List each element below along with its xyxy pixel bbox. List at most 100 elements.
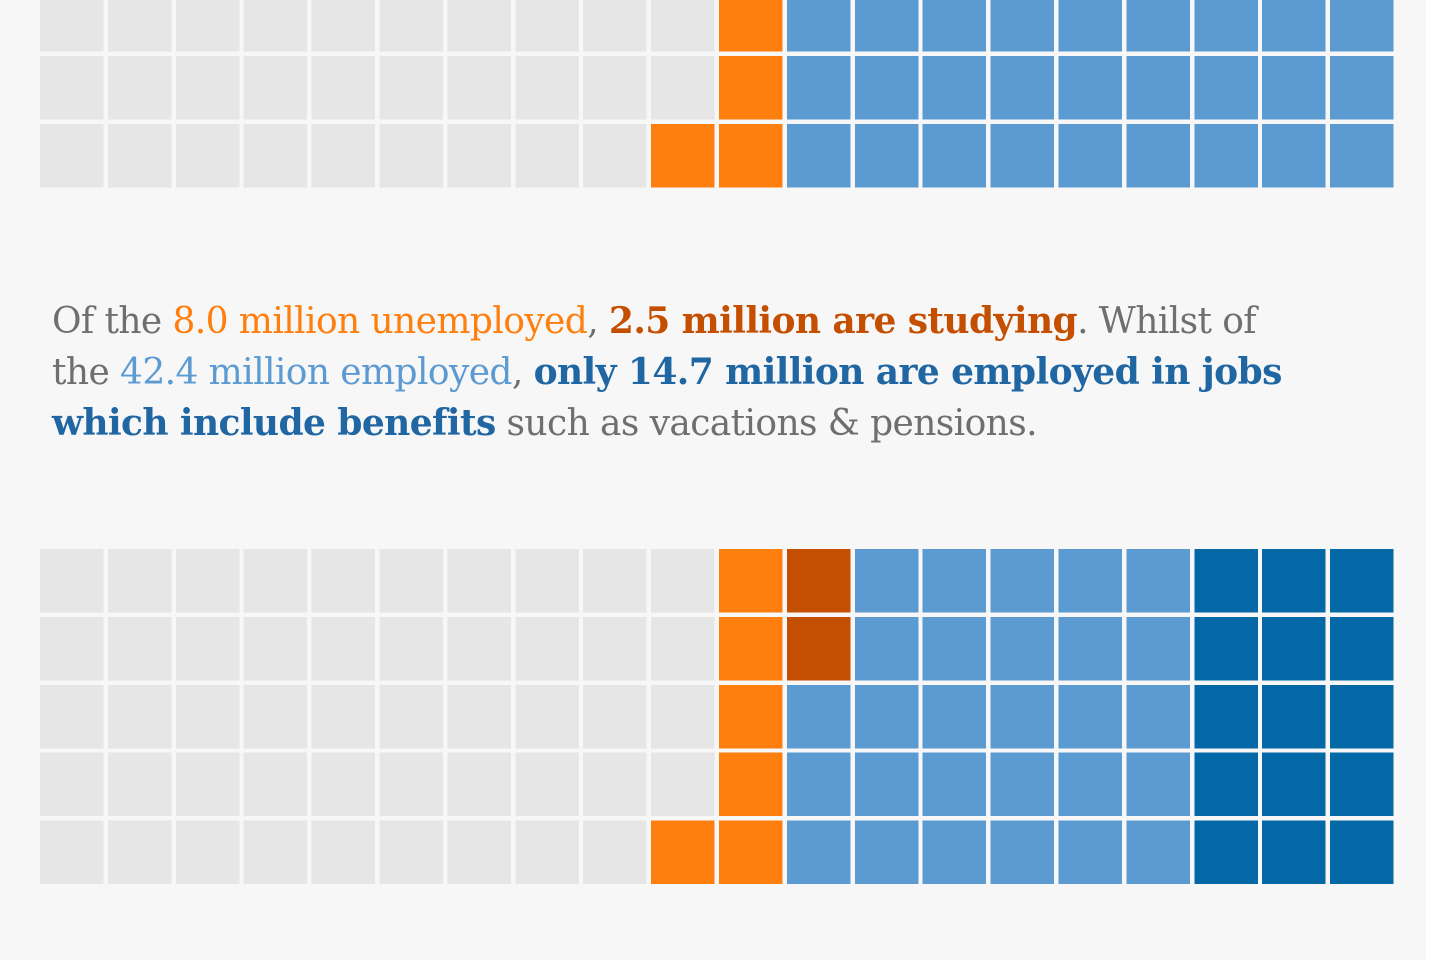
waffle-cell-employed — [1058, 820, 1122, 885]
waffle-cell-empty — [107, 616, 172, 681]
waffle-cell-unemployed — [719, 55, 783, 120]
waffle-cell-empty — [515, 616, 579, 681]
waffle-cell-unemployed — [651, 123, 715, 188]
waffle-cell-empty — [379, 616, 443, 681]
caption: Of the 8.0 million unemployed, 2.5 milli… — [52, 296, 1412, 449]
waffle-cell-empty — [515, 820, 579, 885]
waffle-cell-employed — [854, 616, 919, 681]
waffle-cell-employed — [854, 55, 919, 120]
waffle-cell-empty — [515, 0, 579, 52]
waffle-cell-empty — [107, 684, 172, 749]
caption-text: Of the — [52, 301, 173, 342]
caption-employed: 42.4 million employed — [120, 352, 512, 393]
waffle-cell-employed — [990, 684, 1055, 749]
caption-line-2: the 42.4 million employed, only 14.7 mil… — [52, 347, 1412, 398]
waffle-cell-unemployed — [719, 616, 783, 681]
waffle-cell-employed — [922, 0, 987, 52]
waffle-cell-empty — [243, 616, 308, 681]
waffle-cell-benefits — [1194, 549, 1258, 613]
waffle-cell-empty — [311, 820, 376, 885]
waffle-cell-empty — [379, 55, 443, 120]
waffle-cell-employed — [922, 820, 987, 885]
waffle-cell-employed — [1058, 684, 1122, 749]
waffle-cell-employed — [922, 616, 987, 681]
waffle-cell-unemployed — [719, 752, 783, 817]
waffle-cell-employed — [1126, 0, 1190, 52]
waffle-cell-employed — [990, 123, 1055, 188]
waffle-cell-empty — [651, 752, 715, 817]
waffle-cell-empty — [379, 0, 443, 52]
waffle-cell-empty — [243, 549, 308, 613]
waffle-cell-employed — [854, 123, 919, 188]
waffle-cell-benefits — [1330, 820, 1394, 885]
caption-text: , — [587, 301, 609, 342]
waffle-cell-empty — [175, 549, 240, 613]
waffle-cell-benefits — [1194, 684, 1258, 749]
waffle-cell-empty — [311, 752, 376, 817]
waffle-cell-employed — [922, 123, 987, 188]
waffle-cell-empty — [447, 684, 511, 749]
waffle-cell-empty — [40, 55, 104, 120]
waffle-cell-empty — [379, 684, 443, 749]
waffle-cell-unemployed — [651, 820, 715, 885]
waffle-chart-2 — [40, 549, 1394, 885]
waffle-cell-benefits — [1262, 684, 1326, 749]
waffle-cell-employed — [1126, 549, 1190, 613]
waffle-cell-empty — [379, 123, 443, 188]
waffle-cell-employed — [1330, 123, 1394, 188]
waffle-cell-empty — [447, 820, 511, 885]
waffle-cell-employed — [990, 0, 1055, 52]
waffle-cell-employed — [1126, 55, 1190, 120]
waffle-cell-empty — [40, 123, 104, 188]
waffle-cell-employed — [786, 123, 851, 188]
waffle-cell-employed — [1058, 55, 1122, 120]
waffle-cell-empty — [40, 616, 104, 681]
waffle-cell-benefits — [1330, 752, 1394, 817]
waffle-cell-empty — [175, 0, 240, 52]
waffle-cell-empty — [447, 616, 511, 681]
waffle-cell-empty — [447, 55, 511, 120]
caption-benefits: which include benefits — [52, 402, 496, 444]
waffle-cell-empty — [583, 549, 647, 613]
waffle-cell-empty — [175, 684, 240, 749]
waffle-cell-employed — [854, 684, 919, 749]
waffle-cell-unemployed — [719, 684, 783, 749]
waffle-cell-benefits — [1194, 616, 1258, 681]
waffle-cell-employed — [1330, 55, 1394, 120]
waffle-cell-employed — [1058, 616, 1122, 681]
waffle-cell-employed — [922, 549, 987, 613]
waffle-cell-employed — [1126, 820, 1190, 885]
waffle-cell-employed — [786, 684, 851, 749]
waffle-cell-empty — [311, 616, 376, 681]
waffle-cell-employed — [1194, 0, 1258, 52]
waffle-cell-unemployed — [719, 549, 783, 613]
waffle-cell-empty — [515, 549, 579, 613]
waffle-cell-empty — [40, 752, 104, 817]
waffle-cell-empty — [583, 752, 647, 817]
caption-line-1: Of the 8.0 million unemployed, 2.5 milli… — [52, 296, 1412, 347]
waffle-cell-employed — [786, 752, 851, 817]
waffle-cell-studying — [786, 549, 851, 613]
waffle-cell-empty — [515, 55, 579, 120]
waffle-cell-empty — [107, 55, 172, 120]
waffle-cell-benefits — [1194, 820, 1258, 885]
waffle-cell-empty — [40, 820, 104, 885]
waffle-cell-employed — [1058, 123, 1122, 188]
waffle-cell-empty — [107, 820, 172, 885]
caption-unemployed: 8.0 million unemployed — [172, 301, 588, 342]
waffle-cell-empty — [651, 55, 715, 120]
waffle-cell-employed — [1262, 0, 1326, 52]
waffle-cell-employed — [922, 684, 987, 749]
waffle-cell-empty — [243, 684, 308, 749]
waffle-cell-employed — [990, 616, 1055, 681]
waffle-cell-empty — [583, 684, 647, 749]
waffle-cell-empty — [243, 0, 308, 52]
waffle-cell-employed — [1126, 123, 1190, 188]
waffle-cell-empty — [515, 752, 579, 817]
waffle-cell-empty — [311, 123, 376, 188]
waffle-cell-empty — [175, 616, 240, 681]
waffle-cell-empty — [583, 123, 647, 188]
waffle-cell-employed — [1330, 0, 1394, 52]
